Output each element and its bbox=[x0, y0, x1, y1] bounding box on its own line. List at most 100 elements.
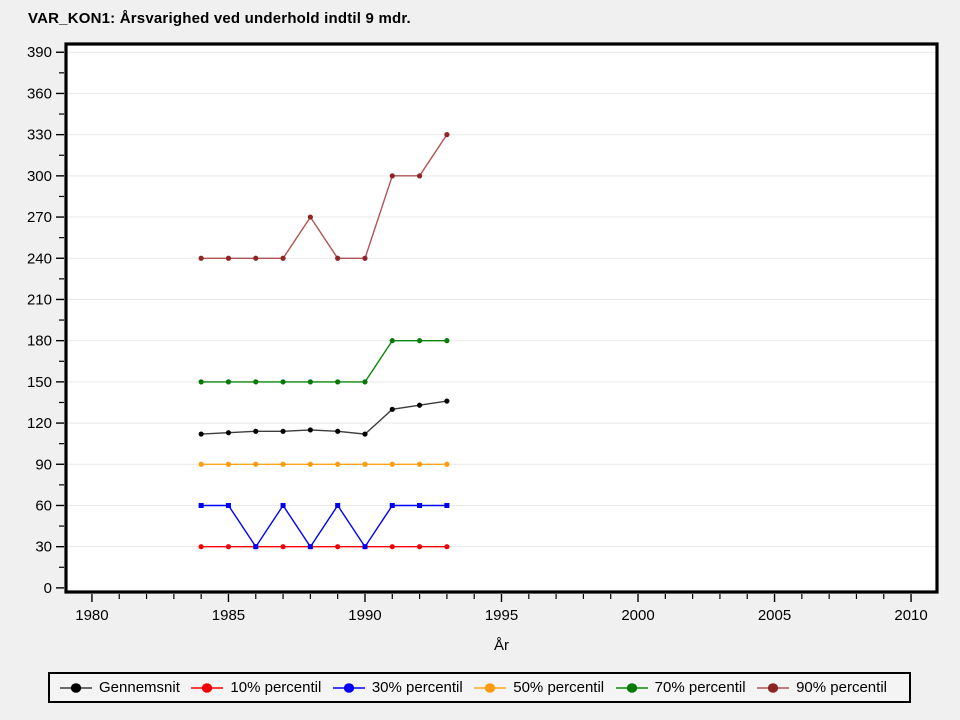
data-point-10-percentil bbox=[335, 544, 341, 550]
data-point-30-percentil bbox=[417, 502, 423, 508]
x-tick-label: 1995 bbox=[485, 607, 518, 624]
data-point-70-percentil bbox=[444, 338, 450, 344]
data-point-30-percentil bbox=[362, 544, 368, 550]
legend-label: 30% percentil bbox=[371, 679, 463, 696]
data-point-70-percentil bbox=[253, 379, 259, 385]
data-point-50-percentil bbox=[225, 461, 232, 467]
legend-item-10-percentil: 10% percentil bbox=[191, 679, 321, 696]
legend-label: 10% percentil bbox=[230, 679, 322, 696]
plot-area: 0 30 60 90 120 150 180 210 240 270 300 330 360 390 198… bbox=[27, 42, 939, 654]
y-tick-label: 0 bbox=[44, 580, 52, 597]
data-point-gennemsnit bbox=[198, 431, 204, 437]
data-point-gennemsnit bbox=[307, 427, 313, 433]
y-axis: 0 30 60 90 120 150 180 210 240 270 300 330 360 390 bbox=[27, 44, 64, 597]
legend-item-30-percentil: 30% percentil bbox=[332, 679, 463, 696]
legend-marker-icon bbox=[474, 682, 507, 693]
x-tick-label: 1990 bbox=[348, 607, 381, 624]
legend-marker-icon bbox=[60, 682, 92, 693]
data-point-gennemsnit bbox=[362, 431, 368, 437]
chart-title: VAR_KON1: Årsvarighed ved underhold indt… bbox=[28, 10, 411, 27]
legend-marker-icon bbox=[191, 682, 224, 693]
legend-marker-icon bbox=[615, 682, 648, 693]
data-point-90-percentil bbox=[335, 255, 341, 261]
data-point-50-percentil bbox=[389, 461, 395, 467]
data-point-90-percentil bbox=[253, 255, 259, 261]
y-tick-label: 270 bbox=[27, 209, 52, 226]
legend: Gennemsnit 10% percentil 30% percentil 50% … bbox=[48, 672, 911, 703]
data-point-50-percentil bbox=[198, 461, 204, 467]
x-tick-label: 2005 bbox=[758, 607, 791, 624]
y-tick-label: 330 bbox=[27, 127, 52, 144]
series-30-percentil bbox=[198, 502, 450, 550]
legend-item-gennemsnit: Gennemsnit bbox=[60, 679, 180, 696]
x-tick-label: 2000 bbox=[621, 607, 654, 624]
plot-background bbox=[66, 44, 937, 592]
data-point-30-percentil bbox=[307, 544, 313, 550]
data-point-70-percentil bbox=[225, 379, 232, 385]
data-point-10-percentil bbox=[198, 544, 204, 550]
y-tick-label: 180 bbox=[27, 333, 52, 350]
data-point-gennemsnit bbox=[253, 428, 259, 434]
data-point-30-percentil bbox=[198, 502, 204, 508]
series-gennemsnit bbox=[198, 398, 450, 437]
data-point-90-percentil bbox=[307, 214, 313, 220]
data-point-70-percentil bbox=[307, 379, 313, 385]
data-point-30-percentil bbox=[335, 502, 341, 508]
data-point-70-percentil bbox=[362, 379, 368, 385]
x-tick-label: 1980 bbox=[75, 607, 108, 624]
x-axis-label: År bbox=[494, 637, 509, 654]
data-point-10-percentil bbox=[444, 544, 450, 550]
data-point-50-percentil bbox=[444, 461, 450, 467]
legend-label: Gennemsnit bbox=[99, 679, 180, 696]
data-point-10-percentil bbox=[389, 544, 395, 550]
data-point-30-percentil bbox=[280, 502, 286, 508]
data-point-70-percentil bbox=[280, 379, 286, 385]
legend-marker-icon bbox=[757, 682, 790, 693]
series-70-percentil bbox=[198, 338, 450, 385]
data-point-90-percentil bbox=[198, 255, 204, 261]
data-point-10-percentil bbox=[225, 544, 232, 550]
series-50-percentil bbox=[198, 461, 450, 467]
data-point-10-percentil bbox=[416, 544, 423, 550]
data-point-70-percentil bbox=[389, 338, 395, 344]
legend-label: 70% percentil bbox=[654, 679, 746, 696]
data-point-gennemsnit bbox=[444, 398, 450, 404]
legend-item-50-percentil: 50% percentil bbox=[474, 679, 604, 696]
y-tick-label: 360 bbox=[27, 85, 52, 102]
x-tick-label: 2010 bbox=[894, 607, 927, 624]
y-tick-label: 240 bbox=[27, 250, 52, 267]
y-tick-label: 30 bbox=[35, 539, 52, 556]
series-line-gennemsnit bbox=[201, 400, 448, 435]
series-line-70-percentil bbox=[201, 340, 447, 383]
data-point-gennemsnit bbox=[335, 428, 341, 434]
y-gridlines bbox=[67, 51, 936, 548]
data-point-50-percentil bbox=[335, 461, 341, 467]
data-point-gennemsnit bbox=[225, 430, 232, 436]
data-point-90-percentil bbox=[444, 132, 450, 138]
legend-label: 50% percentil bbox=[513, 679, 605, 696]
series-line-90-percentil bbox=[201, 134, 448, 259]
legend-item-90-percentil: 90% percentil bbox=[757, 679, 887, 696]
plot-border bbox=[64, 42, 939, 594]
data-point-30-percentil bbox=[225, 502, 231, 508]
data-point-gennemsnit bbox=[389, 406, 395, 412]
series-90-percentil bbox=[198, 132, 450, 261]
data-point-70-percentil bbox=[416, 338, 423, 344]
data-point-90-percentil bbox=[225, 255, 232, 261]
data-point-50-percentil bbox=[307, 461, 313, 467]
data-point-90-percentil bbox=[416, 173, 423, 179]
data-point-30-percentil bbox=[389, 502, 395, 508]
data-point-90-percentil bbox=[362, 255, 368, 261]
y-tick-label: 390 bbox=[27, 44, 52, 61]
series-line-30-percentil bbox=[201, 504, 447, 548]
data-point-90-percentil bbox=[280, 255, 286, 261]
y-tick-label: 150 bbox=[27, 374, 52, 391]
data-point-50-percentil bbox=[253, 461, 259, 467]
data-point-30-percentil bbox=[444, 502, 450, 508]
y-tick-label: 120 bbox=[27, 415, 52, 432]
y-tick-label: 90 bbox=[35, 456, 52, 473]
data-point-50-percentil bbox=[280, 461, 286, 467]
data-point-30-percentil bbox=[253, 544, 259, 550]
legend-item-70-percentil: 70% percentil bbox=[615, 679, 746, 696]
